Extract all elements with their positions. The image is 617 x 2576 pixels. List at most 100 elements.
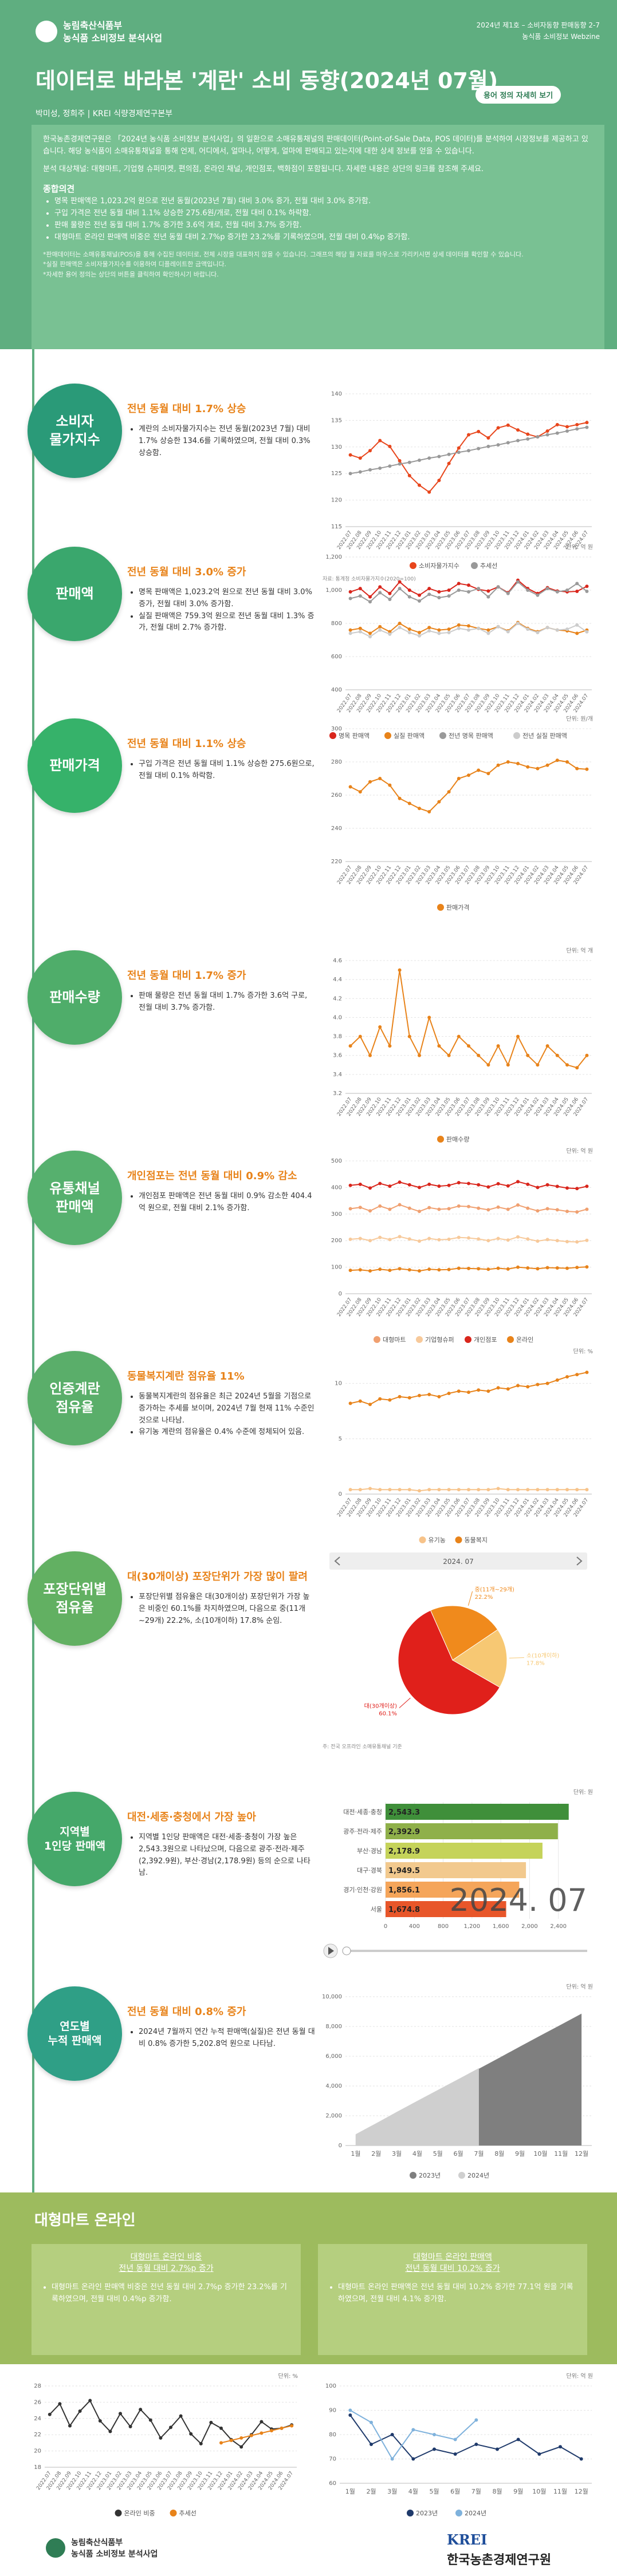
unit-label: 단위: 억 원 [566,1983,593,1990]
x-tick-label: 9월 [515,2150,525,2158]
section: 판매액 전년 동월 대비 3.0% 증가명목 판매액은 1,023.2억 원으로 … [0,535,617,753]
point [555,1239,559,1243]
section-badge: 판매액 [27,547,122,641]
point [555,431,559,435]
legend-swatch [465,1336,471,1343]
legend-label: 전년 실질 판매액 [522,732,567,740]
y-tick-label: 4.6 [333,958,342,964]
timeline-handle [342,1946,351,1955]
point [437,1238,441,1242]
legend-swatch [439,732,446,739]
note: *자세한 용어 정의는 상단의 버튼을 클릭하여 확인하시기 바랍니다. [43,270,219,278]
category-label: 경기·인천·강원 [343,1886,382,1894]
point [418,1210,421,1214]
chart: 단위: 억 원01002003004005002022.072022.08202… [331,1147,593,1344]
bullet: 동물복지계란의 점유율은 최근 2024년 5월을 기점으로 증가하는 추세를 … [139,1391,316,1427]
chart: 단위: 억 원 60 70 80 90 100 1월 2월 3월 4월 5월 6월 7월 8월 9월 10월 1… [325,2372,593,2517]
bullet: 판매 물량은 전년 동월 대비 1.7% 증가한 3.6억 구로, 전월 대비 … [139,990,316,1014]
point [358,1034,362,1038]
point [358,470,362,474]
point [437,1394,441,1398]
point [348,1183,352,1187]
y-tick-label: 3.6 [333,1053,342,1059]
point [545,1266,549,1270]
point [433,2447,436,2451]
leader-line [467,1591,473,1606]
value-label: 2,178.9 [388,1847,420,1856]
point [486,631,490,635]
legend-label: 개인점포 [474,1336,497,1344]
point [407,1034,411,1038]
point [348,785,352,789]
legend-swatch [455,1536,462,1543]
y-tick-label: 60 [329,2480,336,2487]
term-button[interactable]: 용어 정의 자세히 보기 [475,86,561,104]
next-arrow[interactable] [576,1556,583,1566]
series-line [221,2425,292,2444]
point [545,1207,549,1211]
side-rule [32,349,34,2192]
point [585,767,589,771]
point [427,1016,431,1020]
unit-label: 단위: % [278,2372,298,2380]
legend-label: 유기농 [429,1536,446,1544]
point [447,1183,451,1187]
y-tick-label: 28 [34,2383,41,2389]
point [496,1487,500,1491]
point [368,635,372,639]
y-tick-label: 140 [331,391,342,397]
point [516,761,520,765]
point [378,1488,382,1492]
bullet: 지역별 1인당 판매액은 대전·세종·충청이 가장 높은 2,543.3원으로 … [139,1832,316,1879]
point [398,1394,402,1398]
badge-text: 판매액 [56,1198,94,1215]
x-tick-label: 5월 [433,2150,443,2158]
point [407,595,411,599]
series-line [349,970,588,1069]
summary-item: 대형마트 온라인 판매액 비중은 전년 동월 대비 2.7%p 증가한 23.2… [54,232,593,244]
prev-arrow[interactable] [334,1556,340,1566]
point [496,625,500,629]
footer-logo [46,2538,65,2558]
section-headline: 전년 동월 대비 1.1% 상승 [127,738,246,750]
y-tick-label: 240 [331,825,342,832]
point [575,1240,579,1244]
x-tick-label: 10월 [532,2488,546,2495]
point [506,1063,510,1067]
point [398,626,402,630]
x-tick-label: 2월 [366,2488,376,2495]
point [398,587,402,591]
summary-panel: 한국농촌경제연구원은 「2024년 농식품 소비정보 분석사업」의 일환으로 소… [32,125,604,349]
point [565,1240,569,1244]
point [477,1488,481,1492]
point [407,1237,411,1241]
x-tick-label: 4월 [412,2150,422,2158]
point [427,1488,431,1492]
point [447,1237,451,1241]
legend-label: 소비자물가지수 [419,562,459,570]
point [477,587,481,591]
legend-swatch [410,562,416,569]
y-tick-label: 90 [329,2408,336,2414]
point [219,2441,223,2445]
x-tick-label: 11월 [553,2488,567,2495]
point [565,429,569,433]
y-tick-label: 70 [329,2456,336,2463]
point [447,1488,451,1492]
point [447,1053,451,1057]
legend-swatch [407,2510,414,2516]
summary-title: 종합의견 [43,184,75,195]
y-tick-label: 130 [331,444,342,451]
point [486,589,490,593]
section: 판매가격 전년 동월 대비 1.1% 상승구입 가격은 전년 동월 대비 1.1%… [0,707,617,924]
point [128,2425,132,2428]
leader-line [399,1697,411,1708]
y-tick-label: 200 [331,1238,342,1244]
point [537,2452,541,2456]
bar [386,1804,569,1820]
category-label: 대구·경북 [357,1867,382,1874]
badge-text: 점유율 [56,1599,94,1615]
y-tick-label: 3.2 [333,1091,342,1097]
point [418,807,421,811]
summary-item: 명목 판매액은 1,023.2억 원으로 전년 동월(2023년 7월) 대비 … [54,196,593,208]
